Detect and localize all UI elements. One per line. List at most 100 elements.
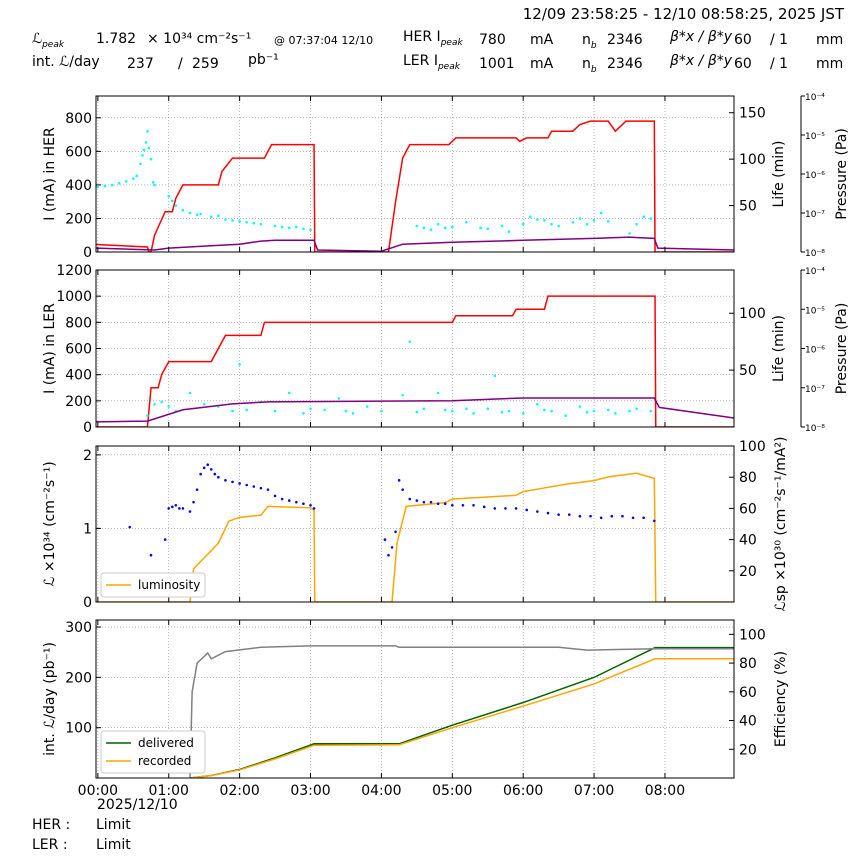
panel-2: 0 200 400 600 800 1000 1200 50 100 I (mA) in LER L…	[42, 263, 850, 436]
x-tick-label: 06:00	[503, 783, 543, 799]
data-point	[231, 409, 234, 413]
her-status: Limit	[96, 817, 131, 833]
y-axis-label: I (mA) in HER	[42, 127, 58, 221]
lpeak-sub: peak	[42, 39, 65, 50]
y2-tick-label: 100	[739, 627, 766, 643]
panel-4: 00:00 01:00 02:00 03:00 04:00 05:00 06:00 07:00…	[42, 619, 789, 799]
data-point	[245, 220, 249, 224]
data-point	[188, 211, 192, 215]
y2-tick-label: 60	[739, 501, 757, 517]
data-point	[195, 213, 199, 217]
y-tick-label: 300	[65, 620, 92, 636]
series-ler-lifetime	[146, 340, 653, 417]
data-point	[465, 220, 468, 224]
her-unit: mA	[530, 32, 554, 48]
y-tick-label: 2	[83, 448, 92, 464]
data-point	[415, 499, 419, 502]
data-point	[642, 516, 645, 520]
data-point	[436, 391, 440, 395]
data-point	[514, 507, 518, 510]
y-tick-label: 600	[65, 342, 92, 358]
series-line	[96, 120, 734, 252]
data-point	[429, 500, 433, 504]
intl-unit: pb⁻¹	[248, 52, 279, 68]
data-point	[167, 405, 171, 408]
her-label: HER I	[403, 29, 441, 45]
y2-axis-label: Life (min)	[771, 315, 787, 382]
legend: delivered recorded	[100, 730, 206, 774]
data-point	[206, 463, 210, 467]
data-point	[507, 230, 511, 233]
ler-beta-unit: mm	[816, 56, 844, 72]
data-point	[295, 225, 298, 229]
data-point	[151, 181, 155, 184]
series-her-lifetime	[96, 129, 653, 235]
data-point	[135, 174, 139, 178]
data-point	[408, 497, 412, 501]
series-ler-pressure	[96, 397, 734, 423]
data-point	[571, 220, 575, 224]
data-point	[192, 500, 195, 504]
data-point	[167, 194, 171, 198]
her-nb-label: nb	[582, 32, 597, 51]
data-point	[578, 405, 582, 408]
data-point	[224, 218, 227, 221]
y2-tick-label: 100	[739, 439, 766, 455]
data-point	[436, 502, 440, 506]
data-point	[181, 208, 185, 212]
series-line	[189, 646, 734, 778]
data-point	[380, 409, 383, 413]
data-point	[280, 225, 284, 229]
data-point	[436, 222, 440, 226]
intl-recorded: 237	[127, 56, 154, 72]
y-tick-label: 1200	[56, 263, 92, 279]
series-specific-luminosity	[128, 463, 656, 596]
data-point	[610, 514, 614, 518]
data-point	[450, 503, 454, 507]
her-beta-label: β*x / β*y	[670, 29, 733, 45]
series-her-pressure	[96, 236, 734, 252]
data-point	[174, 503, 178, 507]
ler-nb: 2346	[607, 56, 643, 72]
her-nb: 2346	[607, 32, 643, 48]
data-point	[110, 183, 114, 187]
data-point	[536, 510, 539, 513]
plot-frame	[95, 445, 735, 603]
data-point	[302, 412, 305, 415]
data-point	[245, 408, 249, 412]
data-point	[465, 407, 468, 411]
data-point	[259, 222, 263, 226]
x-tick-label: 00:00	[78, 783, 118, 799]
data-point	[302, 502, 305, 506]
data-point	[450, 225, 454, 229]
y-tick-label: 1000	[56, 289, 92, 305]
data-point	[302, 227, 305, 231]
plot-frame	[95, 619, 735, 779]
ler-ipeak-label: LER Ipeak	[403, 53, 460, 72]
nb-sub: b	[590, 64, 597, 75]
y-tick-label: 800	[65, 111, 92, 127]
data-point	[273, 409, 277, 413]
data-point	[202, 402, 206, 406]
time-range: 12/09 23:58:25 - 12/10 08:58:25, 2025 JS…	[522, 5, 844, 23]
ler-beta-label: β*x / β*y	[670, 53, 733, 69]
data-point	[585, 222, 589, 226]
data-point	[209, 215, 213, 219]
her-beta-unit: mm	[816, 32, 844, 48]
data-point	[238, 482, 241, 485]
y2-tick-label: 20	[739, 564, 757, 580]
series-line	[96, 472, 734, 602]
data-point	[245, 483, 249, 487]
legend: luminosity	[100, 572, 206, 598]
data-point	[188, 510, 192, 513]
y-tick-label: 0	[83, 595, 92, 611]
y2-tick-label: 50	[739, 363, 757, 379]
data-point	[536, 402, 539, 406]
data-point	[397, 479, 401, 482]
legend-label: luminosity	[138, 578, 200, 592]
her-sub: peak	[440, 37, 463, 48]
data-point	[153, 402, 156, 406]
data-point	[344, 409, 348, 413]
data-point	[178, 507, 181, 510]
